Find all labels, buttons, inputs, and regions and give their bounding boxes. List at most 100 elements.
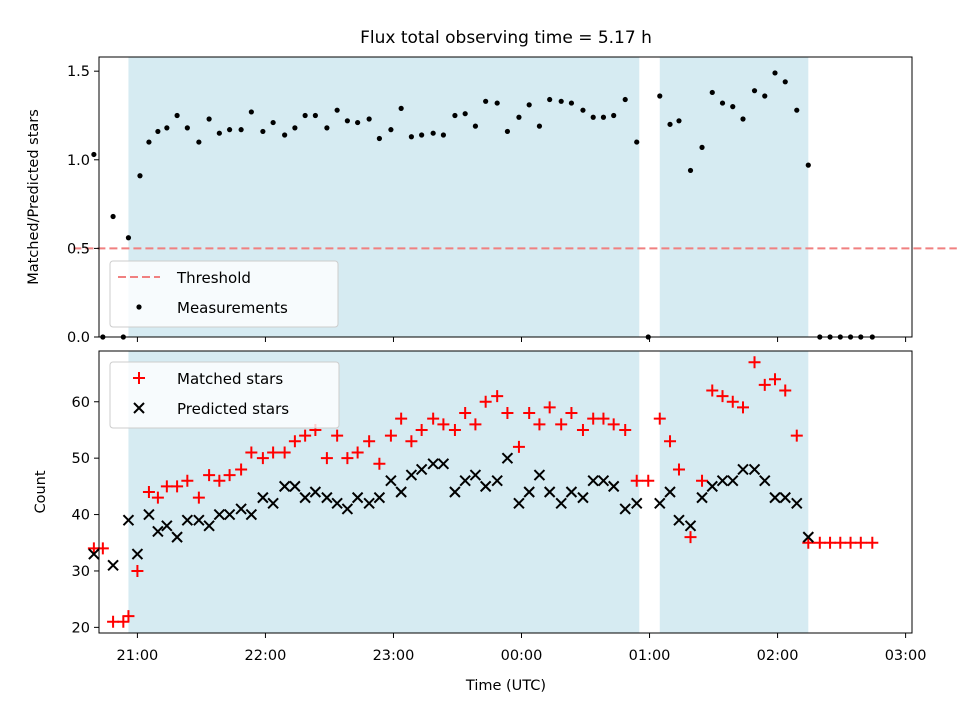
x-tick-label: 00:00 bbox=[501, 648, 543, 664]
y-tick-label: 0.0 bbox=[67, 330, 90, 346]
predicted-star-point bbox=[449, 486, 461, 498]
x-tick-label: 23:00 bbox=[373, 648, 415, 664]
predicted-star-point bbox=[152, 525, 164, 538]
y-tick-label: 1.0 bbox=[67, 153, 90, 169]
measurement-point bbox=[155, 128, 161, 135]
predicted-star-point bbox=[278, 480, 291, 493]
measurement-point bbox=[174, 112, 180, 119]
predicted-star-point bbox=[437, 458, 450, 470]
predicted-star-point bbox=[664, 486, 676, 498]
measurement-point bbox=[657, 93, 663, 99]
measurement-point bbox=[547, 96, 553, 103]
matched-star-point bbox=[597, 412, 610, 425]
legend-threshold-label: Threshold bbox=[176, 269, 251, 287]
matched-star-point bbox=[142, 486, 155, 498]
predicted-star-point bbox=[479, 480, 492, 493]
measurement-point bbox=[462, 111, 468, 117]
y-tick-label: 60 bbox=[72, 395, 90, 411]
predicted-star-point bbox=[491, 475, 503, 487]
matched-star-point bbox=[672, 463, 685, 476]
measurement-point bbox=[302, 112, 308, 119]
measurement-point bbox=[740, 116, 746, 122]
predicted-star-point bbox=[469, 469, 482, 481]
matched-star-point bbox=[834, 536, 847, 549]
matched-star-point bbox=[288, 435, 301, 448]
measurement-point bbox=[206, 116, 212, 122]
matched-star-point bbox=[448, 423, 461, 436]
matched-star-point bbox=[107, 615, 120, 628]
predicted-star-point bbox=[171, 531, 183, 543]
predicted-star-point bbox=[88, 548, 100, 560]
measurement-point bbox=[196, 139, 202, 145]
matched-star-point bbox=[866, 536, 879, 549]
predicted-star-point bbox=[299, 491, 311, 504]
measurement-point bbox=[504, 128, 511, 135]
matched-star-point bbox=[117, 615, 130, 628]
predicted-star-point bbox=[696, 491, 708, 504]
matched-star-point bbox=[736, 401, 749, 414]
matched-star-point bbox=[824, 536, 837, 549]
matched-star-point bbox=[192, 491, 205, 504]
measurement-point bbox=[312, 112, 318, 119]
predicted-star-point bbox=[607, 480, 620, 493]
matched-star-point bbox=[706, 384, 719, 397]
measurement-point bbox=[568, 100, 575, 106]
measurement-point bbox=[676, 118, 682, 124]
predicted-star-point bbox=[631, 497, 643, 509]
predicted-star-point bbox=[122, 514, 135, 526]
measurement-point bbox=[282, 132, 288, 138]
predicted-star-point bbox=[791, 497, 803, 509]
measurement-point bbox=[805, 162, 811, 168]
matched-star-point bbox=[533, 418, 546, 431]
ratio-panel: 0.0 0.5 1.0 1.5 Matched/Predicted stars Thr… bbox=[26, 56, 957, 346]
measurement-point bbox=[270, 119, 276, 126]
predicted-star-point bbox=[737, 463, 749, 476]
matched-star-point bbox=[642, 474, 655, 487]
predicted-star-point bbox=[427, 458, 439, 470]
matched-star-point bbox=[363, 435, 376, 448]
matched-star-point bbox=[131, 564, 144, 577]
y-tick-label: 0.5 bbox=[67, 241, 90, 257]
measurement-point bbox=[782, 79, 788, 85]
matched-star-point bbox=[726, 395, 739, 408]
measurement-point bbox=[137, 173, 143, 179]
x-axis-label: Time (UTC) bbox=[465, 678, 546, 694]
matched-star-point bbox=[203, 469, 216, 482]
observing-span bbox=[659, 57, 809, 337]
predicted-star-point bbox=[565, 486, 578, 498]
measurement-point bbox=[516, 114, 522, 120]
matched-star-point bbox=[415, 423, 428, 436]
measurement-point bbox=[494, 100, 500, 106]
matched-star-point bbox=[331, 429, 344, 442]
matched-star-point bbox=[607, 418, 620, 431]
predicted-star-point bbox=[373, 491, 386, 504]
predicted-star-point bbox=[523, 486, 535, 498]
measurement-point bbox=[324, 125, 330, 131]
y-tick-label: 20 bbox=[72, 620, 90, 636]
predicted-star-point bbox=[395, 486, 407, 498]
legend-measurements-label: Measurements bbox=[177, 299, 288, 317]
measurement-point bbox=[376, 135, 382, 142]
predicted-star-point bbox=[181, 514, 194, 526]
predicted-star-point bbox=[331, 497, 343, 509]
matched-star-point bbox=[523, 407, 536, 420]
matched-star-point bbox=[653, 412, 666, 425]
measurement-point bbox=[292, 125, 298, 131]
matched-star-point bbox=[437, 418, 450, 431]
count-panel: 20 30 40 50 60 21:00 22:00 23:00 00:00 01:00 02:0… bbox=[33, 350, 926, 694]
matched-star-point bbox=[373, 457, 386, 470]
predicted-star-point bbox=[769, 491, 781, 504]
matched-star-point bbox=[160, 480, 173, 493]
measurement-point bbox=[558, 98, 564, 104]
predicted-star-point bbox=[363, 497, 375, 509]
matched-star-point bbox=[151, 491, 164, 504]
chart-title: Flux total observing time = 5.17 h bbox=[360, 28, 652, 48]
predicted-star-point bbox=[577, 491, 589, 504]
predicted-star-point bbox=[131, 548, 144, 560]
measurement-point bbox=[164, 125, 170, 131]
measurement-point bbox=[580, 107, 586, 113]
measurement-point bbox=[388, 127, 394, 133]
measurement-point bbox=[452, 112, 458, 119]
legend: Threshold Measurements bbox=[109, 260, 339, 328]
predicted-star-point bbox=[235, 503, 247, 515]
